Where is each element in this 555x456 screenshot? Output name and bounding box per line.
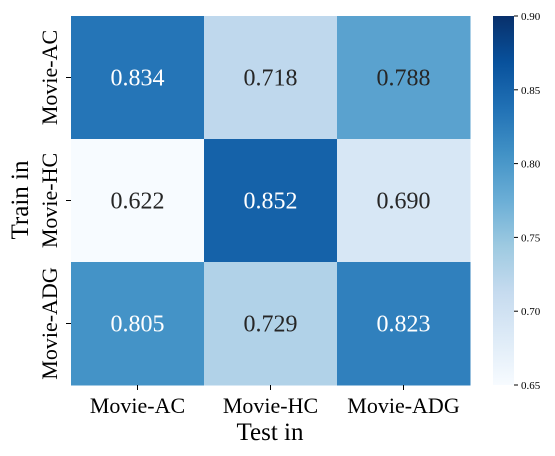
- y-axis-label: Train in: [7, 160, 34, 239]
- cell-value-label: 0.834: [111, 66, 165, 92]
- y-tick-label: Movie-ADG: [37, 267, 62, 380]
- colorbar-tick-label: 0.80: [521, 159, 541, 171]
- x-tick-label: Movie-HC: [223, 393, 318, 418]
- cell-value-label: 0.718: [244, 66, 298, 92]
- heatmap-cells: 0.834 0.718 0.788 0.622 0.852 0.690 0.805 0.729…: [71, 16, 471, 386]
- x-tick-label: Movie-ADG: [347, 393, 460, 418]
- heatmap-cell: [204, 262, 338, 386]
- cell-value-label: 0.622: [111, 189, 165, 215]
- colorbar-ticks: 0.65 0.70 0.75 0.80 0.85 0.90: [514, 11, 541, 392]
- heatmap-cell: [337, 262, 471, 386]
- cell-value-label: 0.823: [377, 312, 431, 338]
- cell-value-label: 0.852: [244, 189, 298, 215]
- heatmap-cell: [204, 139, 338, 263]
- cell-value-label: 0.729: [244, 312, 298, 338]
- x-tick-labels: Movie-AC Movie-HC Movie-ADG: [90, 385, 460, 418]
- colorbar-tick-label: 0.90: [521, 11, 541, 23]
- heatmap-cell: [337, 16, 471, 140]
- y-tick-labels: Movie-AC Movie-HC Movie-ADG: [37, 30, 71, 380]
- heatmap-cell: [71, 262, 205, 386]
- y-tick-label: Movie-AC: [37, 30, 62, 125]
- colorbar: [493, 16, 514, 385]
- cell-value-label: 0.805: [111, 312, 165, 338]
- cell-value-label: 0.690: [377, 189, 431, 215]
- cell-value-label: 0.788: [377, 66, 431, 92]
- colorbar-tick-label: 0.70: [521, 306, 541, 318]
- heatmap-cell: [71, 139, 205, 263]
- x-tick-label: Movie-AC: [90, 393, 185, 418]
- x-axis-label: Test in: [237, 419, 304, 446]
- heatmap-cell: [204, 16, 338, 140]
- colorbar-tick-label: 0.85: [521, 85, 541, 97]
- heatmap-cell: [71, 16, 205, 140]
- colorbar-tick-label: 0.65: [521, 380, 541, 392]
- heatmap-cell: [337, 139, 471, 263]
- y-tick-label: Movie-HC: [37, 153, 62, 248]
- colorbar-tick-label: 0.75: [521, 232, 541, 244]
